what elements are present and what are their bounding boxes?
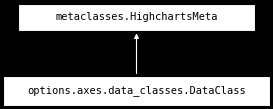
Bar <box>3 76 270 106</box>
Text: metaclasses.HighchartsMeta: metaclasses.HighchartsMeta <box>55 12 218 22</box>
Bar <box>18 4 255 31</box>
Text: options.axes.data_classes.DataClass: options.axes.data_classes.DataClass <box>27 86 246 96</box>
